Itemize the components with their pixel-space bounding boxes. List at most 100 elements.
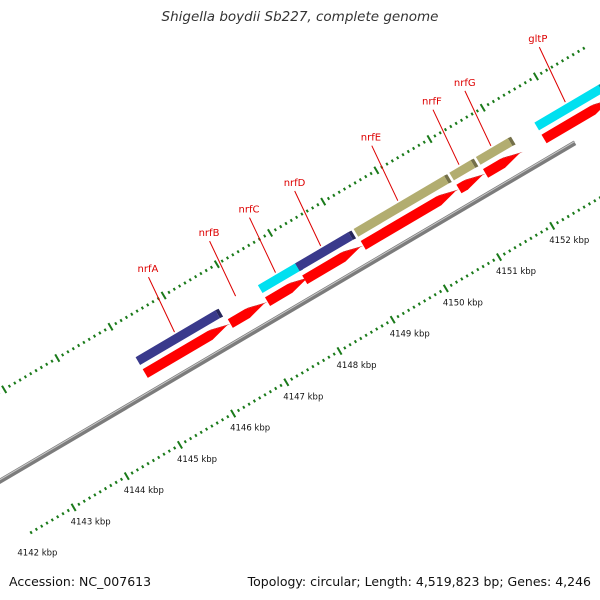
feature-block-nrfD-side-face — [348, 230, 357, 240]
lower-minor-tick — [417, 302, 421, 306]
upper-minor-tick — [183, 281, 187, 285]
upper-minor-tick — [119, 318, 123, 323]
lower-minor-tick — [529, 236, 533, 241]
upper-minor-tick — [332, 193, 336, 198]
lower-minor-tick — [545, 227, 549, 231]
upper-minor-tick — [305, 209, 309, 213]
lower-minor-tick — [311, 364, 315, 369]
upper-major-tick — [479, 103, 486, 112]
lower-minor-tick — [204, 427, 209, 431]
upper-major-tick — [426, 134, 433, 144]
lower-minor-tick — [401, 311, 405, 316]
lower-minor-tick — [433, 292, 437, 297]
lower-minor-tick — [407, 308, 411, 313]
upper-minor-tick — [92, 334, 97, 338]
lower-minor-tick — [29, 530, 33, 535]
upper-minor-tick — [18, 378, 22, 382]
cds-arrow-nrfG-side-face — [500, 151, 523, 160]
upper-minor-tick — [326, 196, 331, 201]
upper-minor-tick — [513, 87, 517, 91]
gene-leader-nrfG — [464, 90, 492, 147]
feature-block-nrfE — [353, 174, 452, 237]
kbp-tick-label: 4143 kbp — [71, 517, 111, 527]
lower-minor-tick — [162, 452, 166, 456]
lower-minor-tick — [518, 242, 522, 247]
lower-minor-tick — [481, 264, 485, 269]
gene-leader-gltP — [538, 46, 566, 103]
lower-minor-tick — [316, 361, 320, 366]
lower-minor-tick — [50, 518, 54, 522]
gene-label-nrfD: nrfD — [284, 178, 306, 189]
cds-arrow-nrfE-front-face — [360, 190, 456, 250]
upper-minor-tick — [507, 90, 511, 94]
lower-minor-tick — [582, 205, 586, 209]
cds-arrow-nrfG-front-face — [483, 153, 520, 178]
kbp-tick-label: 4144 kbp — [124, 486, 164, 496]
upper-minor-tick — [550, 65, 554, 69]
lower-minor-tick — [534, 233, 538, 237]
lower-major-tick — [389, 315, 396, 324]
lower-minor-tick — [263, 393, 267, 397]
gene-label-nrfG: nrfG — [454, 78, 476, 89]
lower-minor-tick — [476, 267, 480, 272]
lower-minor-tick — [215, 421, 219, 425]
feature-block-nrfF-front-face — [449, 160, 476, 181]
lower-major-tick — [283, 378, 290, 387]
cds-arrow-nrfD — [302, 245, 364, 285]
lower-minor-tick — [220, 418, 225, 422]
lower-major-tick — [442, 284, 449, 293]
lower-minor-tick — [460, 277, 464, 281]
upper-minor-tick — [114, 321, 118, 326]
upper-minor-tick — [390, 159, 394, 163]
upper-minor-tick — [353, 181, 357, 185]
feature-block-layer — [135, 84, 600, 365]
upper-minor-tick — [311, 206, 315, 210]
upper-minor-tick — [454, 121, 458, 126]
lower-minor-tick — [199, 430, 203, 435]
upper-minor-tick — [518, 84, 522, 88]
cds-arrow-nrfE — [360, 189, 459, 250]
feature-block-nrfE-side-face — [444, 174, 452, 184]
lower-minor-tick — [396, 314, 400, 319]
upper-minor-tick — [539, 71, 543, 76]
upper-minor-tick — [300, 212, 304, 216]
gene-label-nrfA: nrfA — [138, 264, 159, 275]
lower-minor-tick — [438, 289, 443, 294]
lower-minor-tick — [151, 458, 155, 463]
lower-minor-tick — [385, 321, 389, 325]
gene-leader-nrfB — [209, 240, 237, 297]
gene-leader-nrfD — [294, 190, 322, 247]
lower-minor-tick — [566, 214, 570, 219]
upper-minor-tick — [252, 240, 256, 245]
lower-minor-tick — [486, 261, 490, 266]
upper-minor-tick — [82, 340, 86, 345]
lower-minor-tick — [167, 449, 171, 453]
upper-minor-tick — [470, 112, 474, 116]
feature-block-nrfF — [449, 158, 479, 181]
upper-minor-tick — [438, 131, 442, 135]
lower-minor-tick — [380, 324, 384, 328]
upper-minor-tick — [103, 328, 107, 332]
upper-minor-tick — [98, 331, 102, 335]
upper-minor-tick — [523, 80, 527, 85]
lower-minor-tick — [279, 383, 283, 388]
lower-major-tick — [549, 221, 556, 230]
upper-minor-tick — [566, 55, 570, 60]
lower-minor-tick — [45, 521, 49, 525]
lower-minor-tick — [343, 346, 347, 350]
lower-minor-tick — [173, 446, 177, 450]
upper-major-tick — [532, 72, 539, 81]
upper-minor-tick — [135, 309, 139, 313]
upper-minor-tick — [178, 284, 182, 288]
gene-label-nrfF: nrfF — [422, 97, 442, 108]
lower-minor-tick — [412, 305, 416, 309]
upper-minor-tick — [273, 228, 277, 232]
upper-major-tick — [213, 260, 220, 269]
lower-minor-tick — [364, 333, 368, 338]
upper-minor-tick — [61, 353, 65, 357]
lower-minor-tick — [93, 493, 97, 497]
upper-major-tick — [160, 291, 167, 300]
upper-minor-tick — [209, 265, 214, 270]
upper-minor-tick — [491, 99, 495, 104]
